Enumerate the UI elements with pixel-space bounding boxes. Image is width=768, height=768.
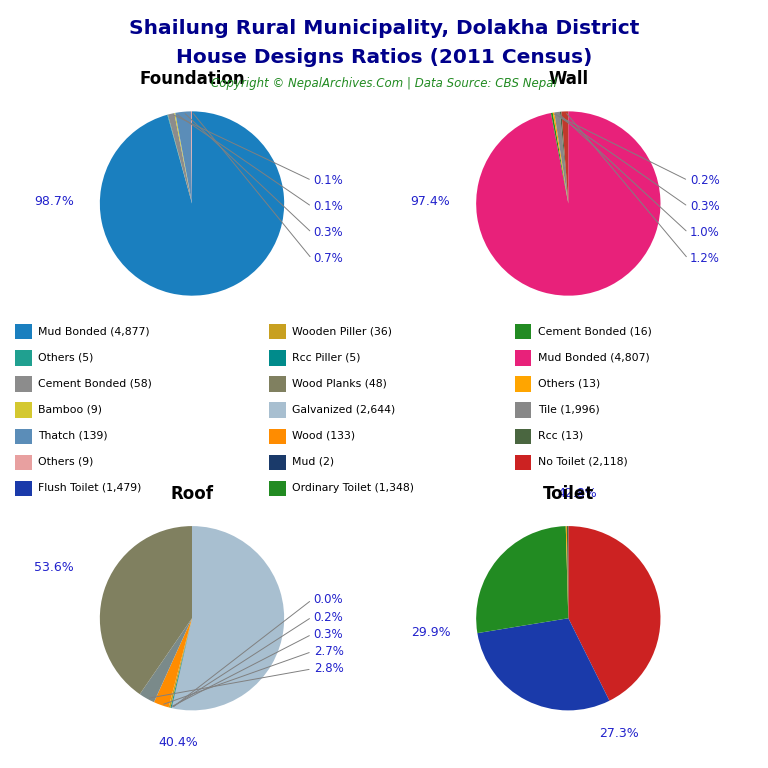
Wedge shape: [476, 111, 660, 296]
Wedge shape: [168, 113, 192, 204]
Text: Copyright © NepalArchives.Com | Data Source: CBS Nepal: Copyright © NepalArchives.Com | Data Sou…: [211, 77, 557, 90]
Text: House Designs Ratios (2011 Census): House Designs Ratios (2011 Census): [176, 48, 592, 67]
Text: No Toilet (2,118): No Toilet (2,118): [538, 456, 627, 467]
Wedge shape: [566, 526, 568, 618]
Wedge shape: [478, 618, 610, 710]
Wedge shape: [191, 111, 192, 204]
Wedge shape: [568, 526, 660, 700]
Text: 1.0%: 1.0%: [690, 227, 720, 239]
Text: 40.4%: 40.4%: [158, 737, 198, 750]
Wedge shape: [554, 111, 568, 204]
Text: Mud Bonded (4,807): Mud Bonded (4,807): [538, 352, 650, 362]
Text: Mud (2): Mud (2): [292, 456, 334, 467]
Wedge shape: [167, 114, 192, 204]
Text: 0.0%: 0.0%: [313, 594, 343, 606]
Text: Flush Toilet (1,479): Flush Toilet (1,479): [38, 482, 142, 493]
Wedge shape: [172, 526, 284, 710]
Text: 0.2%: 0.2%: [313, 611, 343, 624]
Wedge shape: [154, 618, 192, 707]
Text: 27.3%: 27.3%: [599, 727, 639, 740]
Text: Bamboo (9): Bamboo (9): [38, 404, 102, 415]
Wedge shape: [170, 618, 192, 708]
Wedge shape: [476, 526, 568, 633]
Wedge shape: [174, 113, 192, 204]
Text: Others (13): Others (13): [538, 378, 600, 389]
Wedge shape: [561, 111, 568, 204]
Text: Others (9): Others (9): [38, 456, 94, 467]
Title: Roof: Roof: [170, 485, 214, 503]
Wedge shape: [169, 618, 192, 708]
Text: Rcc Piller (5): Rcc Piller (5): [292, 352, 360, 362]
Wedge shape: [171, 618, 192, 708]
Wedge shape: [560, 111, 568, 204]
Text: 0.1%: 0.1%: [313, 174, 343, 187]
Text: 1.2%: 1.2%: [690, 253, 720, 265]
Title: Toilet: Toilet: [543, 485, 594, 503]
Text: Galvanized (2,644): Galvanized (2,644): [292, 404, 395, 415]
Text: 53.6%: 53.6%: [35, 561, 74, 574]
Title: Wall: Wall: [548, 70, 588, 88]
Wedge shape: [100, 111, 284, 296]
Wedge shape: [100, 526, 192, 694]
Text: 0.7%: 0.7%: [313, 253, 343, 265]
Text: 2.7%: 2.7%: [313, 645, 343, 658]
Wedge shape: [567, 526, 568, 618]
Text: Cement Bonded (58): Cement Bonded (58): [38, 378, 152, 389]
Wedge shape: [175, 111, 192, 204]
Text: Tile (1,996): Tile (1,996): [538, 404, 599, 415]
Text: Wooden Piller (36): Wooden Piller (36): [292, 326, 392, 336]
Text: 98.7%: 98.7%: [34, 195, 74, 208]
Text: 0.3%: 0.3%: [690, 200, 720, 213]
Text: 0.1%: 0.1%: [313, 200, 343, 213]
Text: Ordinary Toilet (1,348): Ordinary Toilet (1,348): [292, 482, 414, 493]
Text: 29.9%: 29.9%: [411, 626, 450, 638]
Text: 97.4%: 97.4%: [411, 195, 450, 208]
Wedge shape: [140, 618, 192, 702]
Text: Mud Bonded (4,877): Mud Bonded (4,877): [38, 326, 150, 336]
Text: Thatch (139): Thatch (139): [38, 430, 108, 441]
Title: Foundation: Foundation: [139, 70, 245, 88]
Text: 0.3%: 0.3%: [313, 628, 343, 641]
Wedge shape: [551, 113, 568, 204]
Text: 42.8%: 42.8%: [558, 487, 598, 500]
Text: Wood Planks (48): Wood Planks (48): [292, 378, 387, 389]
Text: Rcc (13): Rcc (13): [538, 430, 583, 441]
Text: Shailung Rural Municipality, Dolakha District: Shailung Rural Municipality, Dolakha Dis…: [129, 19, 639, 38]
Text: Wood (133): Wood (133): [292, 430, 355, 441]
Text: Cement Bonded (16): Cement Bonded (16): [538, 326, 651, 336]
Text: 0.3%: 0.3%: [313, 227, 343, 239]
Text: Others (5): Others (5): [38, 352, 94, 362]
Text: 0.2%: 0.2%: [690, 174, 720, 187]
Text: 2.8%: 2.8%: [313, 663, 343, 675]
Wedge shape: [553, 112, 568, 204]
